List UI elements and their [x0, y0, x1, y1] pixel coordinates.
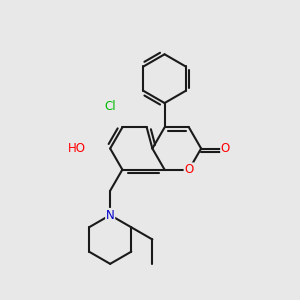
Text: N: N: [106, 208, 115, 222]
Text: O: O: [221, 142, 230, 155]
Text: Cl: Cl: [104, 100, 116, 113]
Text: O: O: [184, 163, 194, 176]
Text: HO: HO: [68, 142, 86, 155]
